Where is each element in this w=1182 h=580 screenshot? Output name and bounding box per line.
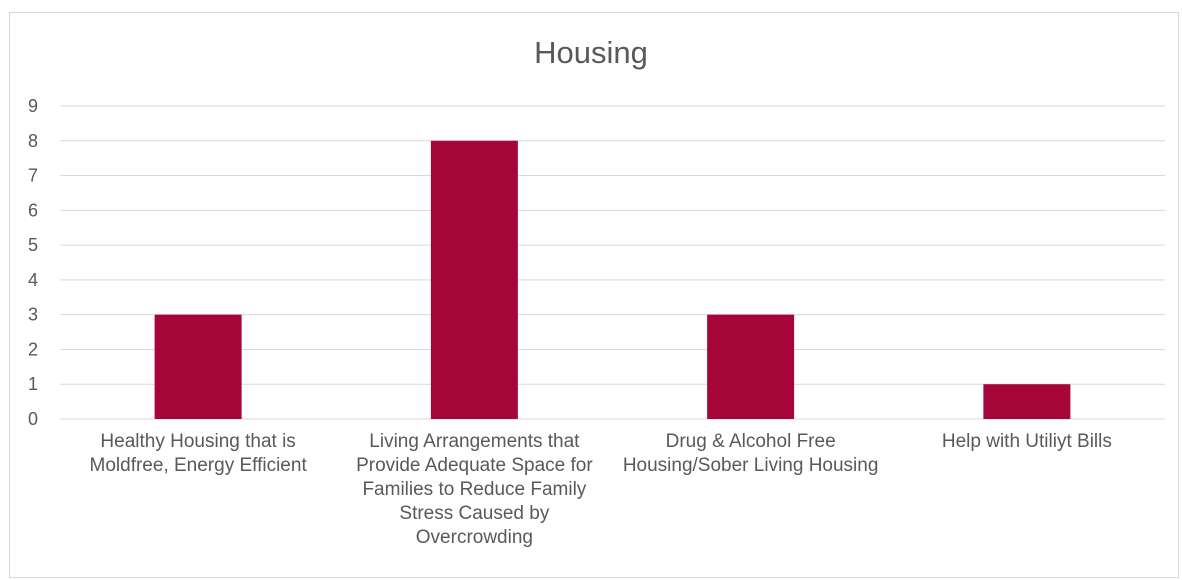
y-tick-label: 2 bbox=[28, 339, 38, 359]
x-category-label: Drug & Alcohol Free Housing/Sober Living… bbox=[622, 431, 879, 476]
bar bbox=[983, 384, 1071, 419]
bars bbox=[154, 140, 1071, 419]
y-tick-label: 6 bbox=[28, 200, 38, 220]
y-tick-label: 4 bbox=[28, 270, 38, 290]
bar bbox=[154, 314, 242, 419]
y-tick-label: 0 bbox=[28, 409, 38, 429]
chart-title: Housing bbox=[534, 35, 648, 70]
y-tick-label: 3 bbox=[28, 305, 38, 325]
y-tick-label: 8 bbox=[28, 131, 38, 151]
bar bbox=[707, 314, 795, 419]
y-tick-label: 1 bbox=[28, 374, 38, 394]
y-tick-label: 5 bbox=[28, 235, 38, 255]
bar bbox=[430, 140, 518, 419]
x-category-label: Healthy Housing that is Moldfree, Energy… bbox=[89, 431, 307, 476]
y-axis-ticks: 0 1 2 3 4 5 6 7 8 9 bbox=[28, 96, 38, 429]
x-category-label: Help with Utiliyt Bills bbox=[941, 431, 1112, 452]
y-tick-label: 7 bbox=[28, 166, 38, 186]
gridlines bbox=[60, 105, 1165, 420]
x-category-label: Living Arrangements that Provide Adequat… bbox=[356, 431, 593, 548]
y-tick-label: 9 bbox=[28, 96, 38, 116]
